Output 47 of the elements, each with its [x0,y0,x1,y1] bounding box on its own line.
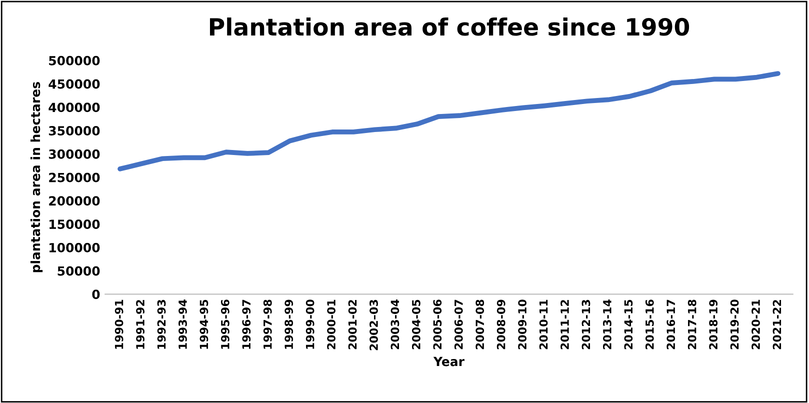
y-tick-label: 0 [92,290,100,300]
y-tick-label: 150000 [50,220,100,229]
x-tick-label: 2008-09 [496,300,506,350]
x-tick-label: 2010-11 [539,300,548,350]
x-tick-label: 2004-05 [412,300,420,350]
x-tick-label: 2015-16 [645,300,654,350]
x-tick-label: 2019-20 [730,300,739,350]
x-tick-label: 2018-19 [709,300,718,350]
x-tick-label: 2014-15 [624,300,633,350]
x-tick-label: 1992-93 [157,300,166,349]
x-tick-label: 1995-96 [220,300,230,349]
x-axis-title: Year [433,356,464,366]
x-tick-label: 2003-04 [390,300,400,350]
x-tick-label: 2009-10 [518,300,526,350]
y-tick-label: 500000 [49,56,100,66]
x-tick-label: 2017-18 [688,300,696,350]
y-tick-label: 200000 [49,196,100,206]
x-tick-label: 2002–03 [370,300,378,350]
x-tick-label: 2000-01 [327,300,336,350]
chart-title: Plantation area of coffee since 1990 [210,18,690,36]
x-tick-label: 1994-95 [200,300,208,349]
x-tick-label: 2021-22 [772,300,782,350]
x-tick-label: 2012-13 [582,300,590,350]
x-tick-label: 1996-97 [242,300,251,349]
x-tick-label: 1991-92 [136,300,144,349]
y-tick-label: 50000 [58,266,100,276]
x-tick-label: 2006-07 [454,300,463,350]
x-tick-label: 2020-21 [752,300,760,350]
x-tick-label: 2007-08 [476,300,484,350]
y-tick-label: 400000 [48,102,100,112]
x-tick-label: 2005-06 [433,300,442,350]
x-tick-label: 1998-99 [284,300,294,349]
x-tick-label: 1997-98 [263,300,272,349]
y-tick-label: 250000 [49,172,100,182]
x-tick-label: 2013-14 [602,300,612,350]
x-tick-label: 2011-12 [560,300,569,350]
y-tick-label: 100000 [50,242,100,252]
y-tick-label: 300000 [48,149,100,159]
x-tick-label: 1990-91 [114,300,124,349]
x-tick-label: 1993-94 [178,300,187,349]
line-series [118,71,780,172]
y-tick-label: 350000 [48,126,100,136]
x-tick-label: 2016-17 [666,300,676,350]
y-tick-label: 450000 [48,79,100,89]
y-axis-title: plantation area in hectares [30,82,43,272]
x-tick-label: 1999-00 [306,300,314,349]
x-tick-label: 2001-02 [348,300,357,350]
